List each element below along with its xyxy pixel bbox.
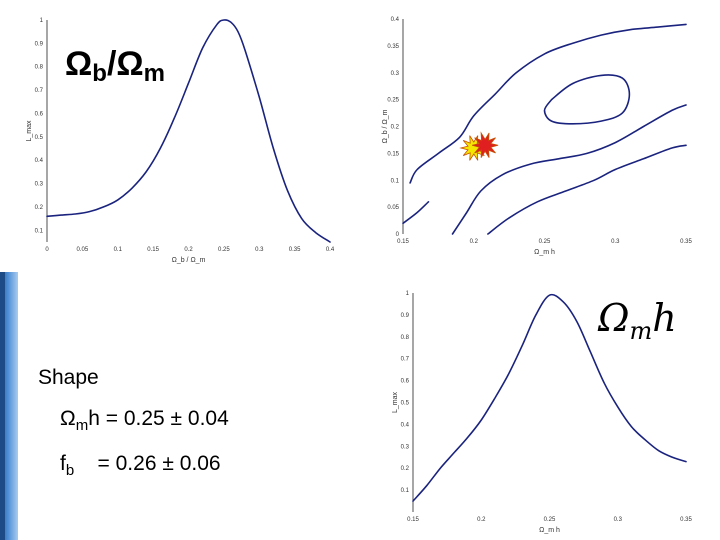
chart1-xlabel: Ω_b / Ω_m xyxy=(172,257,206,264)
chart1-ytick-label: 1 xyxy=(40,18,44,24)
chart1-xtick-label: 0.25 xyxy=(218,247,230,253)
chart3-ytick-label: 0.9 xyxy=(401,313,410,319)
chart2-xtick-label: 0.25 xyxy=(539,239,551,245)
chart3-ylabel: L_max xyxy=(392,391,399,413)
chart1-xtick-label: 0.3 xyxy=(255,247,264,253)
shape-results: Shape Ωmh = 0.25 ± 0.04 fb = 0.26 ± 0.06 xyxy=(38,366,229,497)
chart2-ytick-label: 0.4 xyxy=(391,17,400,23)
chart1-xtick-label: 0.1 xyxy=(114,247,123,253)
chart3-xtick-label: 0.35 xyxy=(680,517,692,523)
chart3-ytick-label: 0.2 xyxy=(401,466,410,472)
result-omega-m-h: Ωmh = 0.25 ± 0.04 xyxy=(60,407,229,434)
chart1-ytick-label: 0.1 xyxy=(35,228,44,234)
chart2-contour-outer xyxy=(402,201,430,225)
chart3-xtick-label: 0.2 xyxy=(477,517,486,523)
chart3-ytick-label: 0.8 xyxy=(401,335,410,341)
chart3-series-line xyxy=(412,293,687,502)
chart1-ytick-label: 0.9 xyxy=(35,41,44,47)
chart2-marker-star-red xyxy=(471,131,499,158)
slide-side-bar xyxy=(0,272,18,540)
chart1-ytick-label: 0.3 xyxy=(35,182,44,188)
chart1-xtick-label: 0.15 xyxy=(147,247,159,253)
chart1-series-line xyxy=(46,19,331,243)
chart1-xtick-label: 0.35 xyxy=(289,247,301,253)
chart2-xlabel: Ω_m h xyxy=(534,249,555,256)
chart1-ytick-label: 0.4 xyxy=(35,158,44,164)
chart2-contour-outer xyxy=(451,104,687,235)
chart2-ytick-label: 0 xyxy=(396,232,400,238)
chart2-xtick-label: 0.3 xyxy=(611,239,620,245)
chart1-ytick-label: 0.8 xyxy=(35,65,44,71)
chart2-contour-inner xyxy=(543,74,631,125)
chart1-xtick-label: 0 xyxy=(45,247,49,253)
chart1-ytick-label: 0.2 xyxy=(35,205,44,211)
chart2-ylabel: Ω_b / Ω_m xyxy=(382,109,389,143)
chart2-ytick-label: 0.25 xyxy=(387,98,399,104)
chart1-ytick-label: 0.7 xyxy=(35,88,44,94)
chart3-ytick-label: 1 xyxy=(406,291,410,297)
chart2-contour-outer xyxy=(487,144,687,235)
chart2-contour-outer xyxy=(409,23,687,184)
chart1-ytick-label: 0.5 xyxy=(35,135,44,141)
chart1-xtick-label: 0.05 xyxy=(77,247,89,253)
result-f-b-value: = 0.26 ± 0.06 xyxy=(97,452,221,475)
chart3-xtick-label: 0.25 xyxy=(544,517,556,523)
chart2-ytick-label: 0.3 xyxy=(391,71,400,77)
result-f-b: fb = 0.26 ± 0.06 xyxy=(60,452,221,479)
label-omega-m-h: Ωmh xyxy=(598,296,677,345)
chart2-ytick-label: 0.1 xyxy=(391,178,400,184)
chart1-xtick-label: 0.4 xyxy=(326,247,335,253)
result-omega-m-h-value: = 0.25 ± 0.04 xyxy=(105,407,229,430)
chart3-ytick-label: 0.6 xyxy=(401,379,410,385)
chart3-ytick-label: 0.3 xyxy=(401,444,410,450)
chart2-xtick-label: 0.15 xyxy=(397,239,409,245)
chart2-ytick-label: 0.15 xyxy=(387,151,399,157)
chart1-xtick-label: 0.2 xyxy=(184,247,193,253)
chart2-xtick-label: 0.2 xyxy=(470,239,479,245)
chart1-ylabel: L_max xyxy=(26,120,33,142)
chart3-xlabel: Ω_m h xyxy=(539,527,560,534)
chart2-ytick-label: 0.35 xyxy=(387,44,399,50)
chart3-xtick-label: 0.15 xyxy=(407,517,419,523)
shape-title: Shape xyxy=(38,366,99,389)
chart3-ytick-label: 0.5 xyxy=(401,401,410,407)
label-omega-b-over-omega-m: Ωb/Ωm xyxy=(65,45,165,87)
chart2-ytick-label: 0.2 xyxy=(391,125,400,131)
chart3-ytick-label: 0.1 xyxy=(401,488,410,494)
chart3-ytick-label: 0.7 xyxy=(401,357,410,363)
chart3-ytick-label: 0.4 xyxy=(401,422,410,428)
chart2-ytick-label: 0.05 xyxy=(387,205,399,211)
chart3-xtick-label: 0.3 xyxy=(614,517,623,523)
chart1-ytick-label: 0.6 xyxy=(35,111,44,117)
chart2-xtick-label: 0.35 xyxy=(680,239,692,245)
